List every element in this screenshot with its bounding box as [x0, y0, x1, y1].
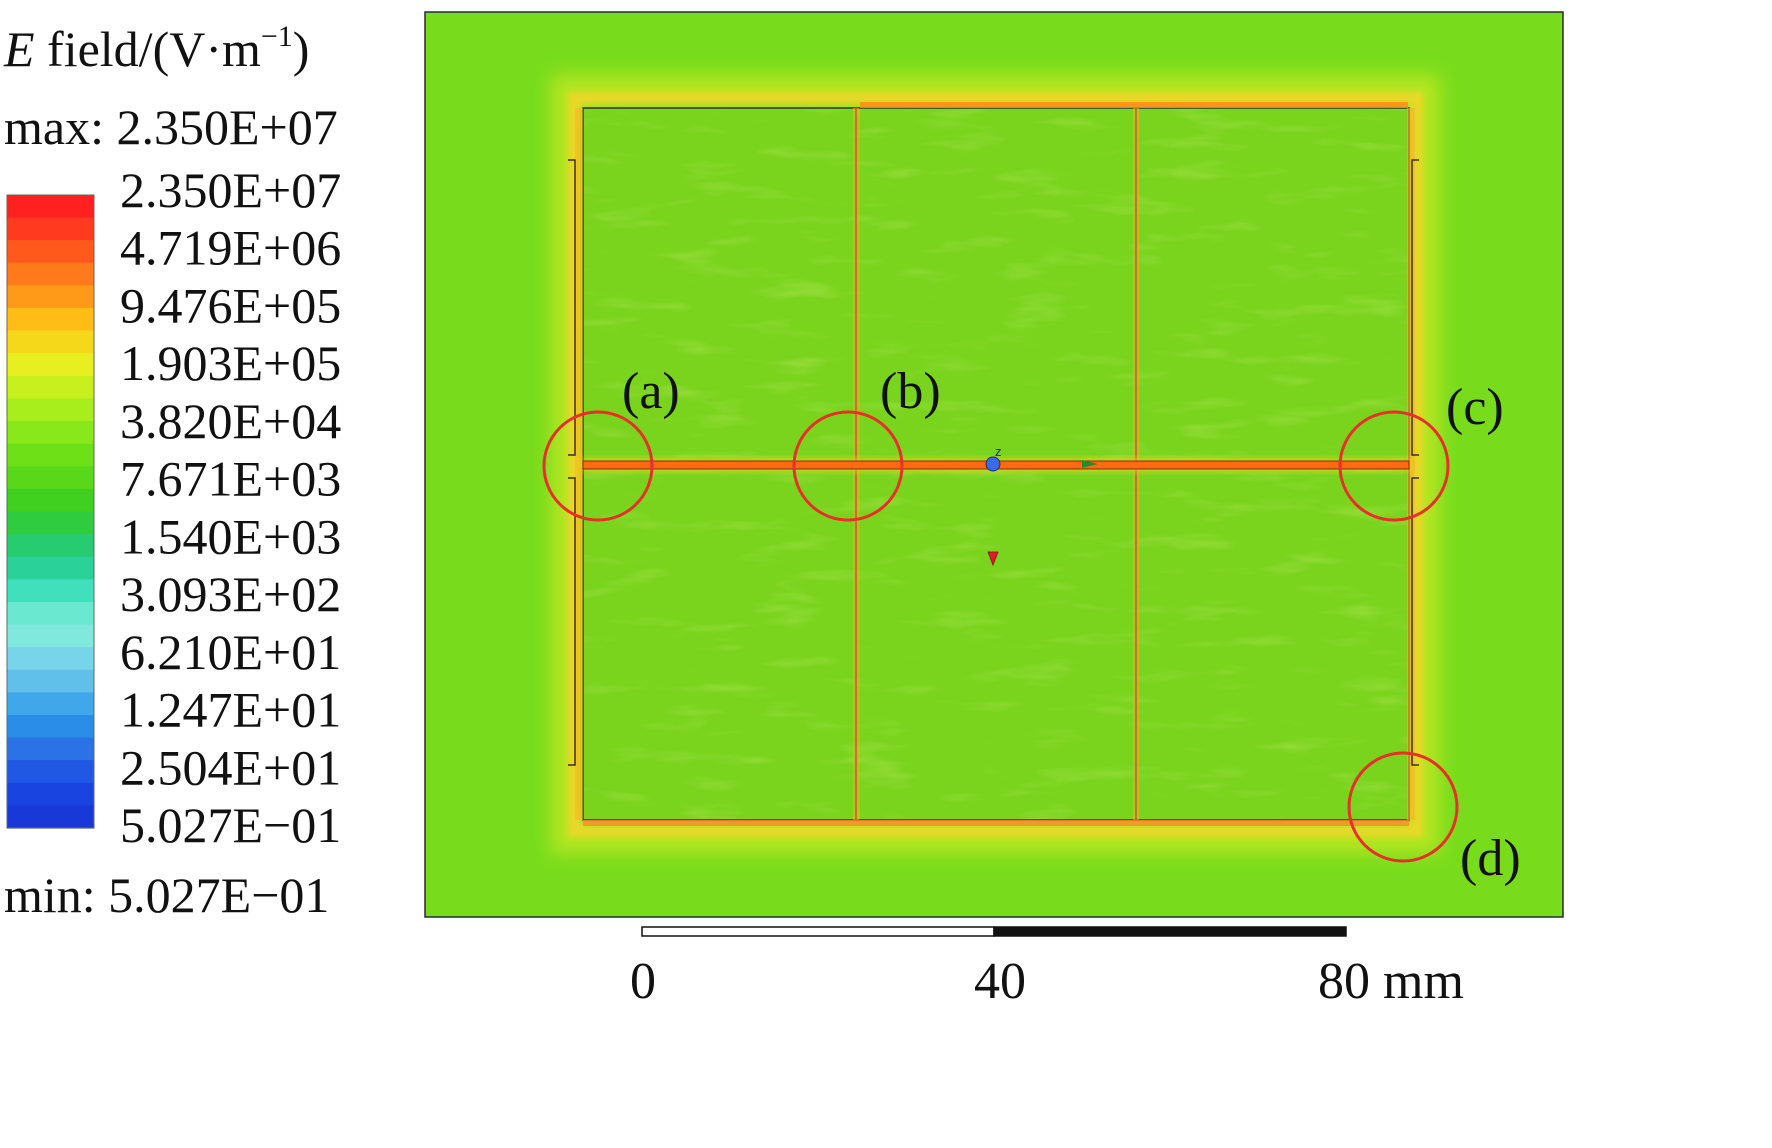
annotation-circles [542, 410, 1459, 863]
legend-tick-label: 4.719E+06 [120, 220, 341, 276]
electrode-brackets [568, 159, 1419, 766]
annotation-circle-b [792, 410, 904, 522]
colorbar-segment [7, 488, 94, 513]
colorbar-segment [7, 217, 94, 241]
legend-colorbar [7, 195, 94, 829]
annotation-label-d: (d) [1460, 830, 1521, 887]
colorbar-segment [7, 308, 94, 332]
field-plot: z (a) (b) (c) (d) [424, 11, 1564, 918]
annotation-label-a: (a) [622, 363, 680, 420]
colorbar-segment [7, 466, 94, 490]
colorbar-segment [7, 556, 94, 580]
colorbar-segment [7, 737, 94, 761]
hot-edge-top [860, 102, 1408, 108]
colorbar-segment [7, 353, 94, 377]
annotation-label-c: (c) [1446, 379, 1504, 436]
colorbar-segment [7, 534, 94, 558]
colorbar-segment [7, 647, 94, 671]
annotation-circle-d [1347, 751, 1459, 863]
legend-tick-labels: 2.350E+074.719E+069.476E+051.903E+053.82… [120, 162, 341, 853]
legend-title-text: field/(V·m [35, 21, 261, 77]
colorbar-segment [7, 421, 94, 445]
colorbar-segment [7, 375, 94, 400]
axis-triad-origin [985, 456, 1001, 472]
colorbar-segment [7, 692, 94, 716]
annotation-circle-a [542, 410, 654, 522]
annotation-circle-c [1338, 410, 1450, 522]
colorbar-segment [7, 262, 94, 287]
annotation-label-b: (b) [880, 363, 941, 420]
legend-tick-label: 2.504E+01 [120, 739, 341, 795]
colorbar-segment [7, 601, 94, 626]
hot-edge-right [1407, 108, 1415, 820]
legend-tick-label: 1.247E+01 [120, 682, 341, 738]
legend-title: E field/(V·m−1) [3, 20, 309, 77]
legend-tick-label: 6.210E+01 [120, 624, 341, 680]
bracket-left-upper [568, 159, 576, 456]
colorbar-segment [7, 805, 94, 829]
colorbar-segment [7, 579, 94, 603]
colorbar-segment [7, 782, 94, 806]
hot-edge-bottom [583, 820, 1409, 826]
legend-title-symbol: E [3, 21, 35, 77]
legend-tick-label: 9.476E+05 [120, 278, 341, 334]
scale-bar-black-segment [993, 926, 1347, 937]
annotation-labels: (a) (b) (c) (d) [622, 363, 1521, 887]
hot-edge-left [575, 108, 583, 820]
scale-bar-tick-80: 80 mm [1318, 953, 1464, 1010]
scale-bar-white-segment [641, 926, 995, 937]
colorbar-segment [7, 330, 94, 354]
port-marker [987, 551, 999, 567]
legend-tick-label: 3.820E+04 [120, 393, 341, 449]
colorbar-segment [7, 240, 94, 264]
axis-triad-arrow [1082, 460, 1098, 468]
scale-bar: 0 40 80 mm [630, 926, 1464, 1010]
bracket-right-upper [1411, 159, 1419, 456]
colorbar-segment [7, 195, 94, 219]
axis-triad-label: z [995, 444, 1002, 459]
electrode-glow-inner [568, 92, 1423, 837]
colorbar-segment [7, 398, 94, 422]
colorbar-segment [7, 285, 94, 309]
bracket-right-lower [1411, 477, 1419, 766]
colorbar-segment [7, 669, 94, 693]
colorbar-segment [7, 443, 94, 467]
legend-tick-label: 2.350E+07 [120, 162, 341, 218]
colorbar-segment [7, 624, 94, 648]
axis-triad: z [985, 444, 1098, 472]
legend-colorbar-outline [6, 194, 95, 829]
legend-title-close: ) [293, 21, 310, 77]
colorbar-segment [7, 760, 94, 784]
scale-bar-tick-0: 0 [630, 953, 656, 1010]
bracket-left-lower [568, 477, 576, 766]
scale-bar-tick-40: 40 [974, 953, 1026, 1010]
legend-tick-label: 1.540E+03 [120, 508, 341, 564]
colorbar-segment [7, 511, 94, 535]
legend: E field/(V·m−1) max: 2.350E+07 2.350E+07… [3, 20, 341, 923]
legend-title-exponent: −1 [261, 20, 293, 53]
legend-min-label: min: 5.027E−01 [4, 867, 329, 923]
legend-tick-label: 3.093E+02 [120, 566, 341, 622]
legend-tick-label: 7.671E+03 [120, 451, 341, 507]
legend-max-label: max: 2.350E+07 [4, 99, 338, 155]
legend-tick-label: 5.027E−01 [120, 797, 341, 853]
legend-tick-label: 1.903E+05 [120, 335, 341, 391]
colorbar-segment [7, 714, 94, 739]
